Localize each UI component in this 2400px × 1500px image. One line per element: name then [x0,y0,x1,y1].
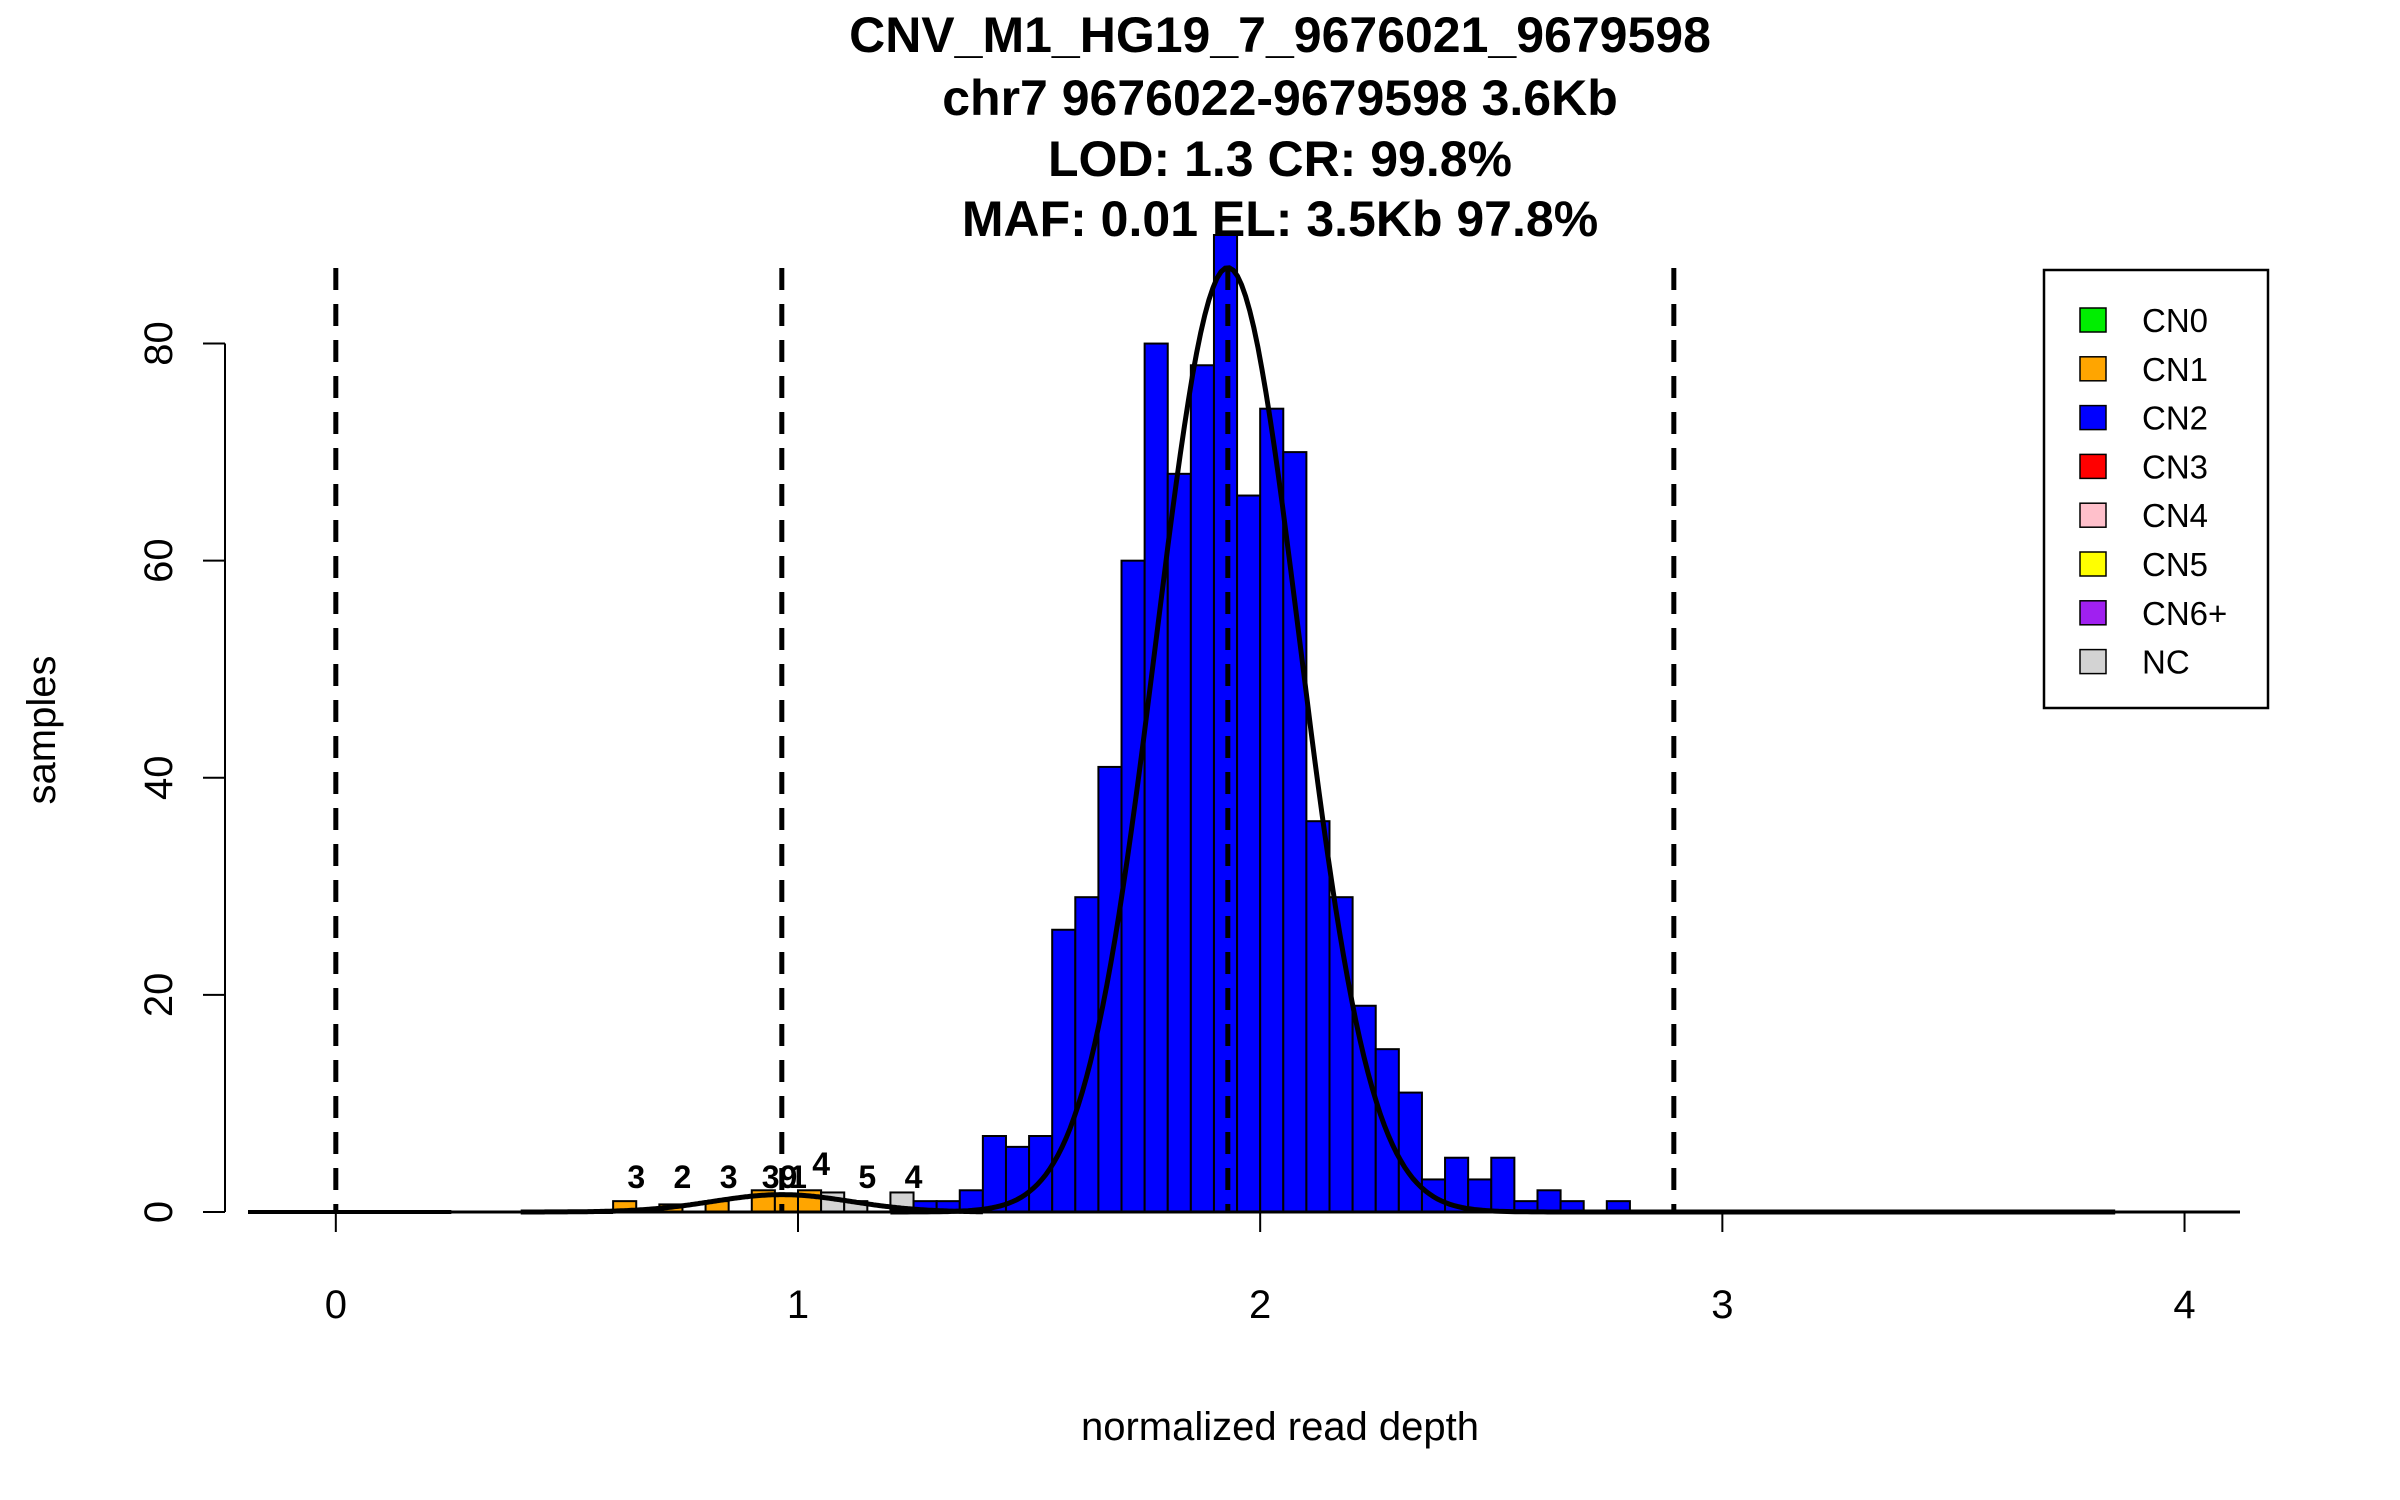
title-line-1: CNV_M1_HG19_7_9676021_9679598 [849,7,1711,63]
histogram-bar-17 [1097,765,1123,1214]
y-tick-label-1: 20 [137,973,181,1018]
legend-swatch-3 [2079,453,2107,480]
y-tick-label-3: 60 [137,538,181,583]
histogram-bar-15 [1051,928,1077,1213]
bar-annotation-5: 4 [812,1146,830,1182]
legend-box [2042,268,2270,710]
title-line-3: LOD: 1.3 CR: 99.8% [1048,131,1512,187]
legend-swatch-7 [2079,648,2107,675]
histogram-bar-19 [1143,342,1169,1213]
y-axis-label: samples [20,656,64,805]
x-axis-label: normalized read depth [1081,1405,1479,1449]
title-line-2: chr7 9676022-9679598 3.6Kb [942,70,1618,126]
legend-label-3: CN3 [2142,448,2208,485]
x-tick-label-1: 1 [787,1283,809,1327]
legend-label-1: CN1 [2142,351,2208,388]
legend-swatch-2 [2079,404,2107,431]
bar-annotation-6: 5 [858,1159,876,1195]
histogram-bar-30 [1397,1091,1423,1213]
histogram-bar-12 [981,1135,1007,1213]
threshold-lines [333,268,1677,1212]
histogram-bars [612,234,1631,1214]
histogram-bar-25 [1282,451,1308,1214]
histogram-bar-36 [1536,1189,1562,1214]
y-tick-label-0: 0 [137,1201,181,1223]
x-tick-label-4: 4 [2173,1283,2195,1327]
histogram-bar-23 [1236,494,1262,1213]
x-tick-label-2: 2 [1249,1283,1271,1327]
legend-swatch-0 [2079,307,2107,333]
bar-annotation-7: 4 [905,1159,923,1195]
x-axis: 0 1 2 3 4 [248,1210,2240,1327]
bar-annotations: 3 2 3 391 4 5 4 [627,1146,922,1195]
legend-swatch-6 [2079,600,2107,626]
histogram-bar-4 [773,1194,799,1214]
y-tick-label-4: 80 [137,321,181,366]
bar-annotation-3: 39 [762,1159,798,1195]
histogram-bar-28 [1351,1004,1377,1213]
bar-annotation-2: 3 [720,1159,738,1195]
x-tick-label-0: 0 [325,1283,347,1327]
histogram-bar-34 [1490,1156,1516,1213]
legend: CN0 CN1 CN2 CN3 CN4 CN5 CN6+ NC [2042,268,2270,710]
legend-label-6: CN6+ [2142,595,2227,632]
legend-swatch-1 [2079,356,2107,382]
histogram-bar-24 [1259,407,1285,1213]
bar-annotation-4: 1 [789,1159,807,1195]
title-line-4: MAF: 0.01 EL: 3.5Kb 97.8% [962,191,1598,247]
x-tick-label-3: 3 [1711,1283,1733,1327]
y-tick-label-2: 40 [137,756,181,801]
bar-annotation-1: 2 [674,1159,692,1195]
legend-label-5: CN5 [2142,546,2208,583]
histogram-bar-16 [1074,896,1100,1213]
histogram-bar-21 [1189,364,1215,1213]
histogram-bar-26 [1305,820,1331,1213]
legend-swatch-4 [2079,502,2107,528]
chart-title: CNV_M1_HG19_7_9676021_9679598 chr7 96760… [849,7,1711,247]
legend-swatch-5 [2079,551,2107,577]
legend-label-2: CN2 [2142,400,2208,437]
legend-label-7: NC [2142,644,2190,681]
legend-label-0: CN0 [2142,302,2208,339]
y-axis: 0 20 40 60 80 [137,321,226,1223]
legend-label-4: CN4 [2142,497,2208,534]
bar-annotation-0: 3 [627,1159,645,1195]
histogram-bar-20 [1166,472,1192,1214]
